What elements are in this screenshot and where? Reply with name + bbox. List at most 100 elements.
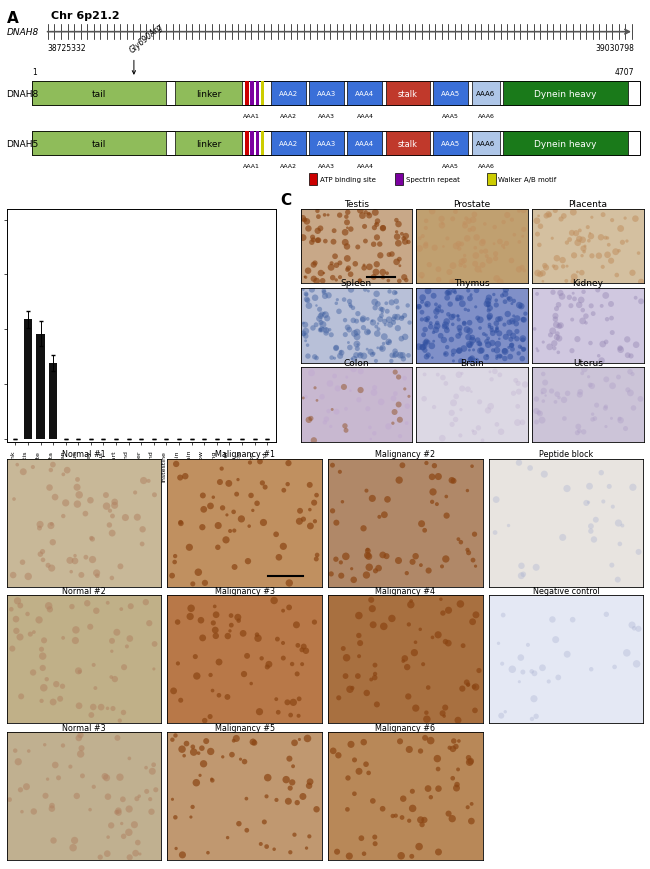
Point	[364, 209, 374, 223]
Point	[389, 406, 400, 420]
Point	[462, 232, 473, 246]
Point	[491, 299, 501, 313]
Point	[352, 338, 362, 352]
Point	[507, 297, 517, 311]
Point	[601, 420, 611, 434]
Point	[517, 666, 528, 680]
Point	[188, 577, 198, 591]
Point	[326, 328, 337, 342]
Point	[498, 240, 508, 254]
Point	[197, 741, 207, 755]
Point	[331, 553, 341, 567]
Point	[284, 600, 294, 614]
Point	[385, 335, 395, 349]
Point	[311, 275, 322, 289]
Point	[421, 237, 431, 251]
Point	[547, 324, 558, 338]
Point	[450, 205, 461, 219]
Point	[342, 240, 352, 254]
Point	[298, 790, 308, 804]
Point	[569, 249, 579, 263]
Point	[396, 849, 406, 863]
Point	[109, 495, 120, 509]
Point	[538, 395, 549, 408]
Point	[457, 297, 467, 311]
Point	[446, 333, 456, 347]
Point	[332, 294, 343, 308]
Title: Spleen: Spleen	[341, 279, 372, 288]
Point	[353, 669, 363, 683]
Point	[417, 271, 427, 285]
Point	[491, 352, 502, 366]
Point	[305, 503, 315, 517]
Point	[137, 537, 148, 551]
Point	[354, 649, 364, 663]
Point	[417, 341, 428, 355]
Point	[547, 232, 558, 246]
Point	[621, 647, 632, 660]
Point	[446, 275, 456, 289]
Point	[309, 496, 319, 510]
Point	[468, 214, 478, 228]
Point	[310, 514, 320, 528]
Point	[170, 555, 180, 569]
Point	[57, 680, 68, 693]
Point	[517, 230, 528, 244]
Point	[366, 594, 376, 607]
Title: Thymus: Thymus	[454, 279, 490, 288]
Point	[103, 790, 113, 804]
Point	[404, 743, 415, 757]
Point	[13, 755, 23, 769]
Point	[245, 456, 255, 470]
Point	[490, 325, 501, 339]
Point	[328, 235, 339, 249]
Point	[44, 481, 55, 495]
Point	[614, 516, 624, 530]
Point	[284, 576, 294, 590]
Title: Normal #1: Normal #1	[62, 449, 105, 458]
Point	[335, 349, 345, 363]
Point	[477, 434, 488, 448]
Point	[361, 206, 371, 220]
Point	[34, 521, 45, 535]
Point	[363, 402, 373, 416]
Point	[404, 814, 415, 828]
Point	[441, 315, 452, 329]
Point	[319, 209, 330, 222]
Point	[373, 317, 384, 331]
Point	[211, 608, 221, 622]
Point	[8, 568, 18, 582]
Point	[376, 395, 386, 409]
Point	[387, 248, 397, 262]
Point	[413, 301, 424, 315]
Point	[351, 348, 361, 362]
Point	[463, 215, 474, 229]
Point	[517, 332, 528, 346]
Point	[633, 546, 644, 560]
Point	[306, 412, 316, 426]
Point	[597, 300, 607, 314]
Point	[448, 355, 459, 368]
Point	[631, 657, 642, 671]
Bar	[176, 132, 242, 156]
Point	[540, 389, 551, 403]
Point	[448, 396, 459, 410]
Point	[535, 407, 545, 421]
Point	[364, 561, 374, 574]
Point	[441, 348, 451, 362]
Point	[607, 214, 618, 228]
Point	[375, 249, 385, 263]
Point	[494, 333, 504, 347]
Point	[304, 300, 314, 314]
Point	[410, 635, 421, 649]
Point	[532, 344, 543, 358]
Point	[434, 782, 444, 796]
Point	[176, 515, 186, 529]
Point	[551, 318, 562, 332]
Point	[503, 519, 514, 533]
Point	[489, 365, 500, 379]
Point	[444, 286, 454, 300]
Point	[603, 232, 613, 246]
Point	[454, 292, 464, 306]
Point	[272, 633, 283, 647]
